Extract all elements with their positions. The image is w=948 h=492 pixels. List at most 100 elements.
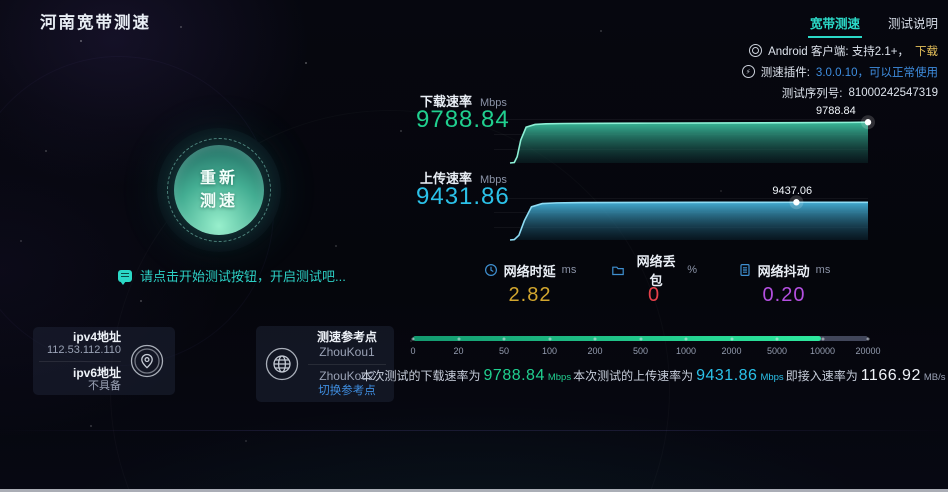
summary-upload-unit: Mbps (760, 372, 784, 383)
jitter-label: 网络抖动 (757, 263, 810, 279)
serial-label: 测试序列号: (781, 87, 843, 100)
scale-tick-dot (684, 337, 688, 340)
speed-scale-fill (413, 336, 822, 341)
speed-scale: 0 20 50 100 200 500 1000 2000 5000 10000 20000 (410, 336, 881, 360)
speed-scale-tick-labels: 0 20 50 100 200 500 1000 2000 5000 10000 20000 (410, 346, 880, 360)
latency-value: 2.82 (508, 284, 552, 306)
download-area-chart (509, 115, 875, 164)
summary-upload-value: 9431.86 (696, 367, 758, 384)
restart-test-button[interactable]: 重新 测速 (174, 145, 264, 235)
jitter-value: 0.20 (762, 284, 806, 306)
hint-text: 请点击开始测试按钮，开启测试吧... (140, 269, 346, 284)
scale-tick-label: 10000 (809, 346, 836, 356)
ipv4-value: 112.53.112.110 (46, 343, 121, 356)
scale-tick-dot (639, 337, 642, 340)
scale-tick-label: 20000 (855, 346, 881, 356)
packet-loss-label: 网络丢包 (636, 254, 676, 288)
upload-point-label: 9437.06 (772, 185, 813, 198)
ip-address-panel: ipv4地址 112.53.112.110 ipv6地址 不具备 (33, 327, 175, 395)
scale-tick-label: 1000 (675, 346, 697, 356)
scale-tick-label: 500 (632, 346, 649, 356)
restart-test-button-ring: 重新 测速 (157, 128, 281, 252)
result-summary: 本次测试的下载速率为 9788.84 Mbps 本次测试的上传速率为 9431.… (361, 367, 946, 385)
download-speed-value: 9788.84 (416, 106, 510, 133)
switch-reference-point-link[interactable]: 切换参考点 (318, 384, 376, 397)
scale-tick-dot (457, 337, 460, 340)
upload-label: 上传速率 (420, 171, 473, 186)
android-client-label: Android 客户端: 支持2.1+， (768, 45, 909, 58)
reference-point-title: 测速参考点 (316, 329, 377, 344)
scale-tick-dot (775, 337, 779, 340)
plugin-label: 测速插件: (760, 66, 810, 79)
serial-row: 测试序列号: 81000242547319 (742, 82, 938, 103)
plugin-icon: ⚡ (741, 65, 755, 78)
tab-broadband-test[interactable]: 宽带测速 (807, 13, 863, 38)
scale-tick-dot (502, 337, 506, 340)
message-bubble-icon (118, 269, 132, 285)
download-point-label: 9788.84 (816, 105, 856, 118)
plugin-version-text: 3.0.0.10，可以正常使用 (815, 66, 938, 79)
scale-tick-label: 5000 (766, 346, 788, 356)
ipv6-value: 不具备 (88, 379, 121, 392)
android-client-row: Android 客户端: 支持2.1+， 下载 (742, 40, 938, 61)
tab-bar: 宽带测速 (807, 13, 863, 38)
android-client-icon (749, 44, 763, 57)
summary-upload-label: 本次测试的上传速率为 (573, 369, 694, 383)
horizon-line-decoration (0, 430, 948, 431)
scale-tick-dot (411, 337, 415, 340)
tab-bar-secondary: 测试说明 (888, 13, 938, 38)
reference-point-2: ZhouKou2 (319, 368, 375, 383)
summary-download-unit: Mbps (547, 372, 572, 383)
jitter-unit: ms (815, 264, 831, 276)
scale-tick-label: 200 (587, 346, 603, 356)
scale-tick-dot (866, 337, 870, 340)
summary-access-value: 1166.92 (860, 367, 921, 384)
tab-test-instructions[interactable]: 测试说明 (887, 17, 938, 31)
download-speed-heading: 下载速率 Mbps (420, 91, 507, 110)
upload-unit: Mbps (480, 174, 507, 186)
ipv6-label: ipv6地址 (72, 365, 121, 380)
packet-loss-metric: 网络丢包 % 0 (611, 254, 697, 307)
download-chart: 9788.84 (494, 105, 875, 164)
scale-tick-dot (821, 337, 824, 340)
serial-value: 81000242547319 (848, 86, 938, 99)
packet-loss-unit: % (687, 264, 697, 276)
summary-download-label: 本次测试的下载速率为 (360, 369, 481, 383)
window-bottom-edge (0, 489, 948, 492)
scale-tick-dot (593, 337, 597, 340)
latency-label: 网络时延 (503, 263, 556, 279)
upload-area-chart (509, 195, 869, 241)
ipv4-label: ipv4地址 (72, 329, 121, 344)
packet-loss-icon (612, 266, 624, 276)
android-download-link[interactable]: 下载 (915, 45, 938, 58)
packet-loss-value: 0 (647, 284, 661, 306)
client-info-panel: Android 客户端: 支持2.1+， 下载 ⚡ 测速插件: 3.0.0.10，… (741, 40, 938, 103)
plugin-row: ⚡ 测速插件: 3.0.0.10，可以正常使用 (741, 61, 938, 82)
scale-tick-dot (548, 337, 551, 340)
scale-tick-dot (730, 337, 733, 340)
scale-tick-label: 100 (541, 346, 558, 356)
speed-scale-bar (411, 336, 870, 341)
scale-tick-label: 2000 (721, 346, 742, 356)
summary-access-unit: MB/s (923, 372, 946, 383)
scale-tick-label: 20 (453, 346, 464, 356)
download-unit: Mbps (480, 97, 507, 109)
summary-download-value: 9788.84 (483, 367, 545, 384)
latency-unit: ms (561, 264, 577, 276)
reference-point-panel: 测速参考点 ZhouKou1 ZhouKou2 切换参考点 (256, 326, 394, 402)
clock-icon (484, 263, 497, 277)
restart-button-line1: 重新 (199, 169, 238, 187)
scale-tick-label: 0 (410, 346, 416, 356)
latency-metric: 网络时延 ms 2.82 (482, 261, 578, 307)
dashed-ring-decoration (167, 138, 271, 242)
jitter-metric: 网络抖动 ms 0.20 (736, 261, 832, 307)
scale-tick-label: 50 (498, 346, 510, 356)
summary-access-label: 即接入速率为 (785, 369, 858, 383)
location-pin-icon (130, 344, 164, 378)
restart-button-line2: 测速 (199, 193, 238, 210)
download-label: 下载速率 (420, 94, 473, 109)
start-test-hint: 请点击开始测试按钮，开启测试吧... (118, 266, 346, 285)
page-title: 河南宽带测速 (40, 14, 151, 32)
upload-speed-value: 9431.86 (416, 183, 510, 210)
